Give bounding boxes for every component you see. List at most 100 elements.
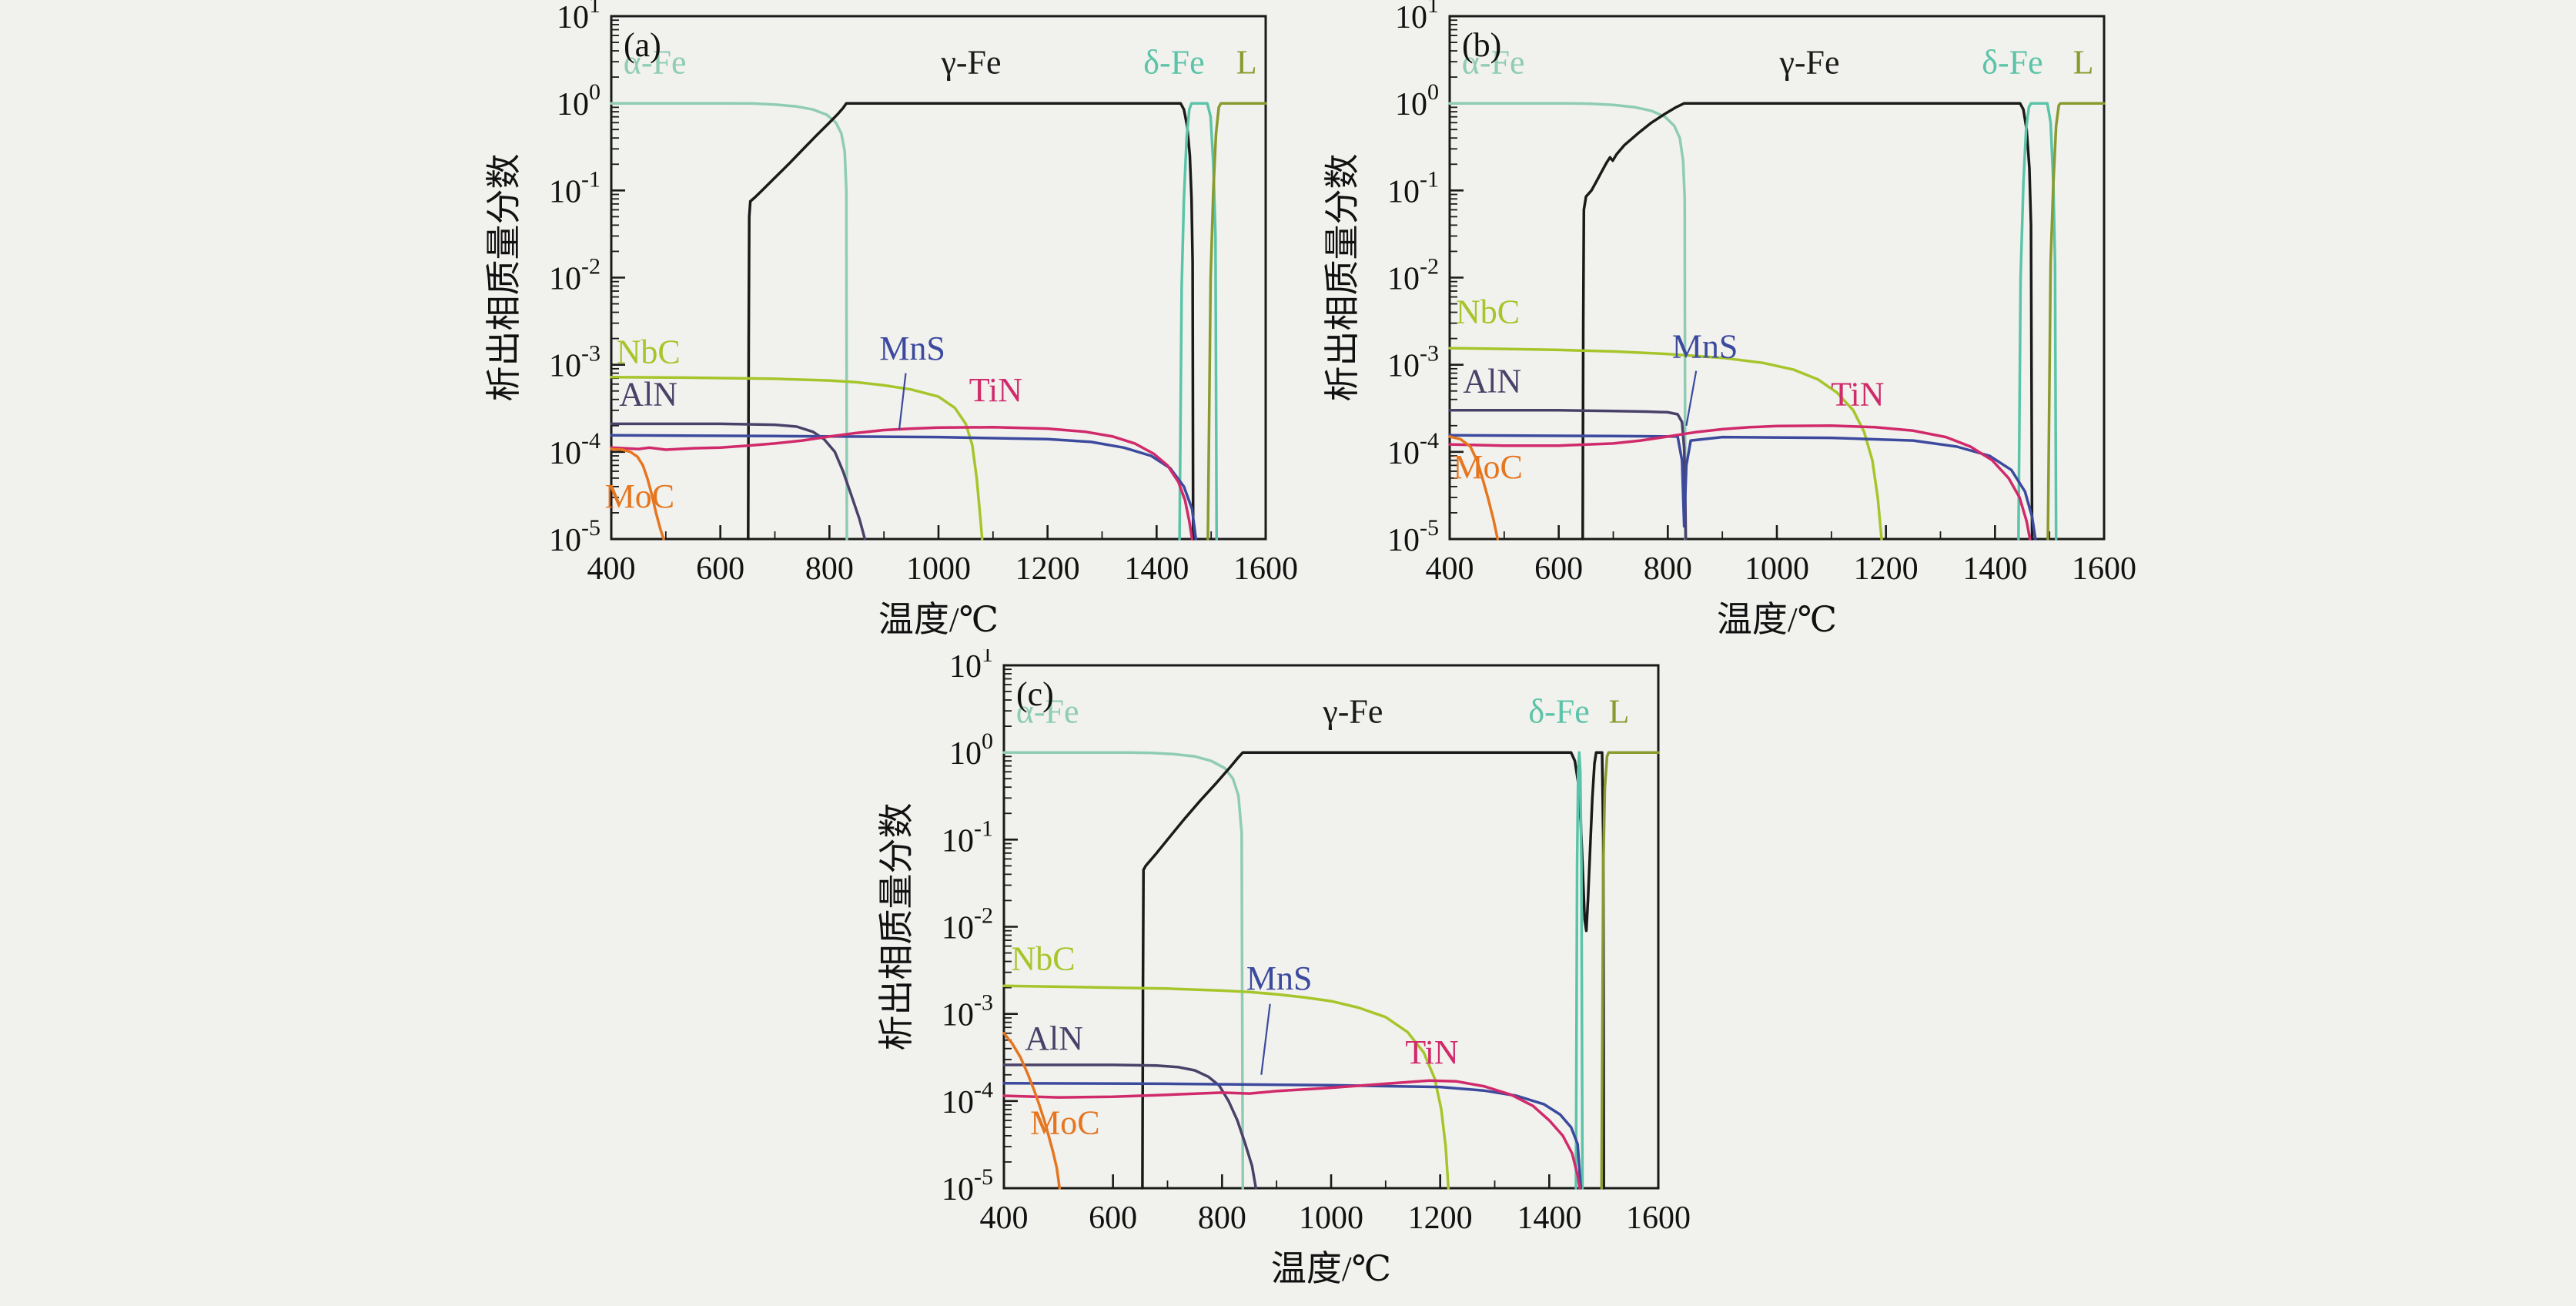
moc-label: MoC (1453, 448, 1522, 486)
y-tick-label: 10-4 (1387, 428, 1439, 471)
nbc-label: NbC (1011, 940, 1075, 978)
x-tick-label: 1600 (1233, 551, 1298, 587)
y-tick-label: 10-3 (549, 341, 601, 384)
series-aln-curve (1448, 409, 1688, 541)
x-tick-label: 600 (1534, 551, 1583, 587)
y-tick-label: 101 (557, 0, 601, 35)
plot-frame (1448, 15, 2106, 541)
liquid-label: L (2073, 43, 2094, 81)
chart-c-svg: 400 600 800 1000 1200 1400 160010110010-110-21… (877, 641, 1691, 1288)
alpha-fe-label: α-Fe (1016, 692, 1079, 730)
nbc-label: NbC (617, 333, 681, 370)
panel-a: 400 600 800 1000 1200 1400 1600 101 100 10-1 10-2 1… (480, 0, 1350, 655)
mns-label-leader-line (898, 373, 907, 430)
y-tick-label: 10-1 (1387, 166, 1439, 209)
aln-label: AlN (1463, 363, 1521, 400)
y-tick-label: 10-2 (942, 903, 993, 946)
delta-fe-label: δ-Fe (1982, 43, 2042, 81)
aln-label: AlN (619, 376, 677, 414)
x-tick-label: 400 (1426, 551, 1474, 587)
y-axis: 101 100 10-1 10-2 10-3 10-4 10-5 (942, 641, 1018, 1207)
y-tick-label: 10-4 (549, 428, 601, 471)
y-axis-title: 析出相质量分数 (1323, 154, 1362, 402)
panel-letter: (c) (1016, 675, 1054, 713)
panel-c: 400 600 800 1000 1200 1400 1600 101 100 10-1 10-2 1… (873, 641, 1743, 1304)
alpha-fe-label: α-Fe (624, 43, 687, 81)
x-tick-label: 800 (805, 551, 854, 587)
gamma-fe-label: γ-Fe (1778, 43, 1839, 81)
series-mns-curve (1002, 1081, 1583, 1190)
x-axis: 400 600 800 1000 1200 1400 1600 (980, 1174, 1691, 1236)
x-tick-label: 1600 (1626, 1201, 1691, 1236)
chart-a-svg: 400 600 800 1000 1200 1400 160010110010-110-21… (484, 0, 1298, 639)
x-tick-label: 800 (1198, 1201, 1246, 1236)
series-gamma-fe-curve (1141, 751, 1605, 1190)
chart-b-svg: 400 600 800 1000 1200 1400 160010110010-110-21… (1323, 0, 2136, 639)
series-alpha-fe-curve (610, 102, 848, 541)
x-axis: 400 600 800 1000 1200 1400 1600 (1426, 525, 2136, 587)
series-mns-curve (610, 434, 1198, 541)
y-tick-label: 10-5 (1387, 515, 1439, 558)
panel-b: 400 600 800 1000 1200 1400 1600 101 100 10-1 10-2 1… (1319, 0, 2189, 655)
nbc-label: NbC (1456, 293, 1520, 331)
tin-label: TiN (1405, 1033, 1458, 1071)
y-axis-title: 析出相质量分数 (484, 154, 524, 402)
series-alpha-fe-curve (1002, 751, 1245, 1190)
y-axis: 101 100 10-1 10-2 10-3 10-4 10-5 (549, 0, 625, 558)
liquid-label: L (1236, 43, 1257, 81)
series-mns-curve (1448, 434, 2037, 541)
mns-label: MnS (1672, 328, 1738, 366)
y-tick-label: 10-3 (1387, 341, 1439, 384)
x-tick-label: 600 (696, 551, 744, 587)
y-tick-label: 10-1 (942, 815, 993, 859)
x-axis-title: 温度/℃ (1717, 600, 1837, 639)
y-tick-label: 10-4 (942, 1077, 993, 1120)
tin-label: TiN (969, 371, 1022, 409)
mns-label: MnS (1246, 959, 1313, 997)
series-liquid-curve (1206, 102, 1267, 541)
x-tick-label: 800 (1644, 551, 1692, 587)
moc-label: MoC (1030, 1103, 1099, 1141)
series-tin-curve (1002, 1079, 1581, 1190)
series-aln-curve (1002, 1063, 1258, 1190)
x-axis: 400 600 800 1000 1200 1400 1600 (587, 525, 1298, 587)
series-nbc-curve (1002, 984, 1450, 1190)
gamma-fe-label: γ-Fe (940, 43, 1001, 81)
y-tick-label: 10-2 (1387, 254, 1439, 297)
x-tick-label: 1000 (906, 551, 971, 587)
alpha-fe-label: α-Fe (1462, 43, 1525, 81)
x-axis-title: 温度/℃ (878, 600, 999, 639)
y-tick-label: 100 (557, 79, 601, 122)
plot-frame (610, 15, 1267, 541)
series-nbc-curve (610, 376, 984, 541)
tin-label: TiN (1831, 376, 1884, 414)
y-axis: 101 100 10-1 10-2 10-3 10-4 10-5 (1387, 0, 1464, 558)
series-tin-curve (1448, 424, 2032, 541)
y-tick-label: 100 (949, 728, 993, 772)
mns-label: MnS (879, 330, 945, 367)
y-tick-label: 10-2 (549, 254, 601, 297)
series-alpha-fe-curve (1448, 102, 1687, 541)
y-tick-label: 10-1 (549, 166, 601, 209)
series-nbc-curve (1448, 347, 1883, 541)
mns-label-leader-line (1685, 370, 1698, 426)
x-tick-label: 600 (1089, 1201, 1137, 1236)
gamma-fe-label: γ-Fe (1322, 692, 1383, 730)
y-tick-label: 100 (1395, 79, 1439, 122)
x-tick-label: 1200 (1408, 1201, 1473, 1236)
aln-label: AlN (1025, 1020, 1083, 1057)
delta-fe-label: δ-Fe (1143, 43, 1204, 81)
series-moc-curve (1448, 435, 1500, 541)
x-tick-label: 1600 (2072, 551, 2136, 587)
plot-frame (1002, 664, 1660, 1190)
mns-label-leader-line (1260, 1003, 1271, 1075)
series-gamma-fe-curve (747, 102, 1195, 541)
series-aln-curve (610, 422, 867, 541)
liquid-label: L (1609, 692, 1630, 730)
x-axis-title: 温度/℃ (1271, 1249, 1391, 1288)
y-tick-label: 10-3 (942, 990, 993, 1033)
x-tick-label: 1200 (1854, 551, 1919, 587)
series-liquid-curve (1600, 751, 1660, 1190)
series-moc-curve (610, 447, 665, 541)
